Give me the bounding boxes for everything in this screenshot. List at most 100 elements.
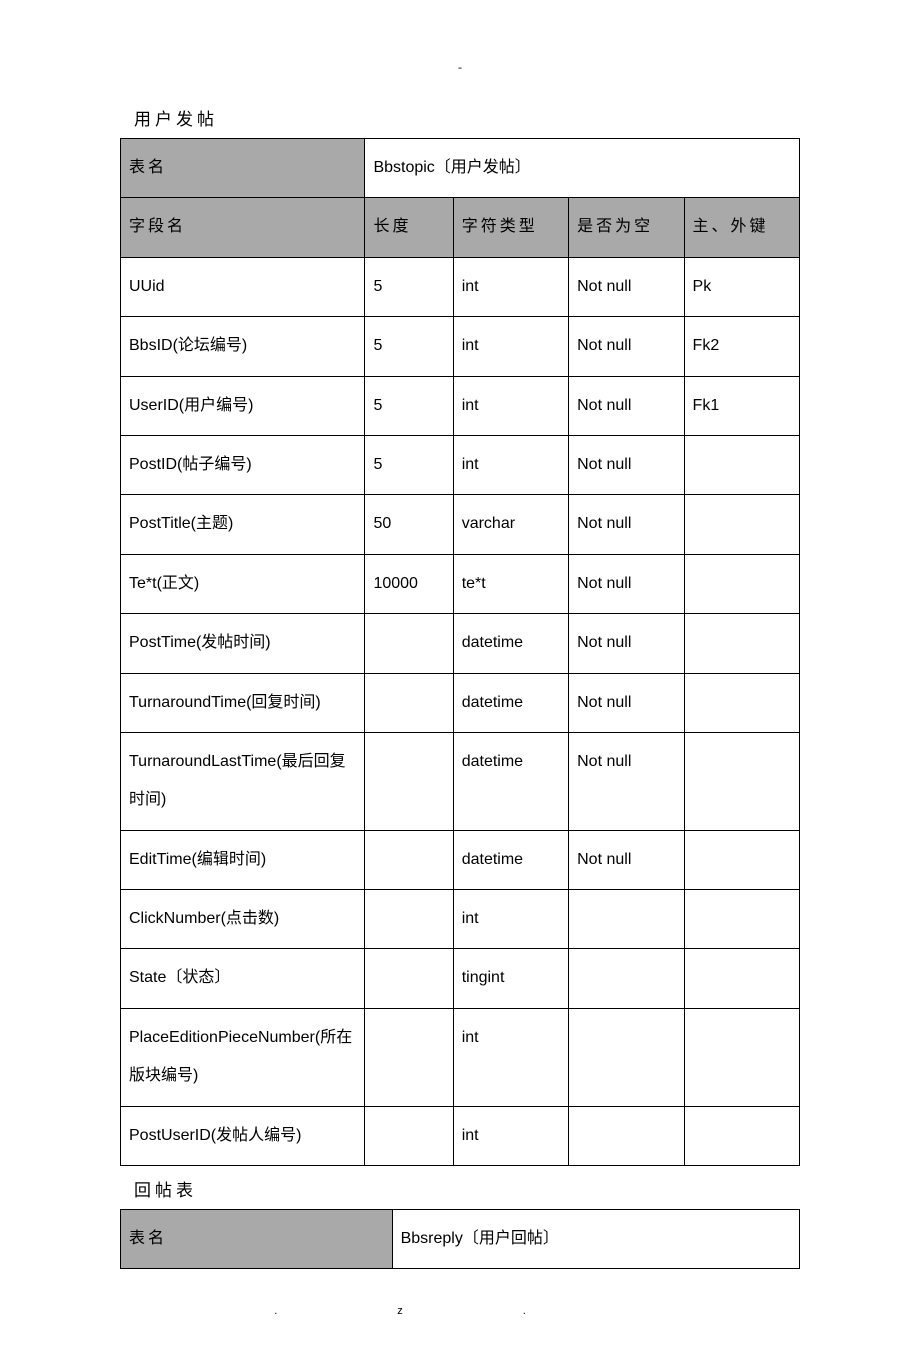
- table-name-value: Bbstopic〔用户发帖〕: [365, 139, 800, 198]
- cell-key: [684, 1106, 799, 1165]
- cell-len: [365, 1008, 453, 1106]
- table-row: EditTime(编辑时间) datetimeNot null: [121, 830, 800, 889]
- cell-key: [684, 890, 799, 949]
- cell-null: Not null: [569, 673, 684, 732]
- cell-key: [684, 554, 799, 613]
- table-name-label: 表名: [121, 139, 365, 198]
- cell-len: [365, 732, 453, 830]
- cell-key: [684, 1008, 799, 1106]
- cell-key: [684, 673, 799, 732]
- table-row: State〔状态〕tingint: [121, 949, 800, 1008]
- cell-type: int: [453, 317, 568, 376]
- cell-len: 10000: [365, 554, 453, 613]
- cell-type: int: [453, 376, 568, 435]
- cell-field: UserID(用户编号): [121, 376, 365, 435]
- top-dash: -: [120, 60, 800, 75]
- table-row: UserID(用户编号)5intNot nullFk1: [121, 376, 800, 435]
- cell-type: int: [453, 1008, 568, 1106]
- table-row: Te*t(正文)10000te*tNot null: [121, 554, 800, 613]
- cell-null: [569, 1106, 684, 1165]
- cell-type: te*t: [453, 554, 568, 613]
- hdr-len: 长度: [365, 198, 453, 257]
- cell-field: EditTime(编辑时间): [121, 830, 365, 889]
- cell-key: [684, 732, 799, 830]
- page-footer: .z.: [120, 1305, 800, 1317]
- cell-len: [365, 1106, 453, 1165]
- cell-field: TurnaroundTime(回复时间): [121, 673, 365, 732]
- cell-key: [684, 495, 799, 554]
- cell-null: Not null: [569, 732, 684, 830]
- table-row: PostTime(发帖时间)datetimeNot null: [121, 614, 800, 673]
- cell-field: PostID(帖子编号): [121, 435, 365, 494]
- cell-field: PostUserID(发帖人编号): [121, 1106, 365, 1165]
- cell-null: [569, 949, 684, 1008]
- cell-null: [569, 1008, 684, 1106]
- cell-len: [365, 890, 453, 949]
- cell-key: [684, 614, 799, 673]
- hdr-field: 字段名: [121, 198, 365, 257]
- table-row: TurnaroundTime(回复时间) datetimeNot null: [121, 673, 800, 732]
- hdr-key: 主、外键: [684, 198, 799, 257]
- cell-field: PlaceEditionPieceNumber(所在版块编号): [121, 1008, 365, 1106]
- cell-len: [365, 614, 453, 673]
- cell-key: Fk1: [684, 376, 799, 435]
- cell-len: [365, 949, 453, 1008]
- table-row: PlaceEditionPieceNumber(所在版块编号) int: [121, 1008, 800, 1106]
- table-row: PostTitle(主题)50varcharNot null: [121, 495, 800, 554]
- cell-null: [569, 890, 684, 949]
- table-row: PostUserID(发帖人编号) int: [121, 1106, 800, 1165]
- table-name-row: 表名 Bbsreply〔用户回帖〕: [121, 1210, 800, 1269]
- cell-null: Not null: [569, 614, 684, 673]
- table-row: PostID(帖子编号)5intNot null: [121, 435, 800, 494]
- cell-len: 50: [365, 495, 453, 554]
- table-name-label: 表名: [121, 1210, 393, 1269]
- cell-null: Not null: [569, 830, 684, 889]
- cell-null: Not null: [569, 435, 684, 494]
- cell-key: [684, 435, 799, 494]
- cell-null: Not null: [569, 495, 684, 554]
- cell-type: datetime: [453, 673, 568, 732]
- cell-field: UUid: [121, 257, 365, 316]
- cell-type: datetime: [453, 732, 568, 830]
- cell-null: Not null: [569, 376, 684, 435]
- cell-len: [365, 673, 453, 732]
- cell-len: 5: [365, 257, 453, 316]
- table-bbsreply: 表名 Bbsreply〔用户回帖〕: [120, 1209, 800, 1269]
- cell-null: Not null: [569, 317, 684, 376]
- cell-type: int: [453, 1106, 568, 1165]
- cell-field: PostTitle(主题): [121, 495, 365, 554]
- cell-field: ClickNumber(点击数): [121, 890, 365, 949]
- cell-field: State〔状态〕: [121, 949, 365, 1008]
- cell-len: 5: [365, 376, 453, 435]
- table-bbstopic: 表名 Bbstopic〔用户发帖〕 字段名 长度 字符类型 是否为空 主、外键 …: [120, 138, 800, 1166]
- table-name-value: Bbsreply〔用户回帖〕: [392, 1210, 799, 1269]
- hdr-type: 字符类型: [453, 198, 568, 257]
- cell-len: [365, 830, 453, 889]
- cell-len: 5: [365, 435, 453, 494]
- cell-len: 5: [365, 317, 453, 376]
- cell-type: varchar: [453, 495, 568, 554]
- cell-field: BbsID(论坛编号): [121, 317, 365, 376]
- table-header-row: 字段名 长度 字符类型 是否为空 主、外键: [121, 198, 800, 257]
- cell-type: datetime: [453, 830, 568, 889]
- table-row: TurnaroundLastTime(最后回复时间) datetimeNot nu…: [121, 732, 800, 830]
- table-row: ClickNumber(点击数) int: [121, 890, 800, 949]
- cell-type: int: [453, 890, 568, 949]
- cell-key: [684, 830, 799, 889]
- cell-field: TurnaroundLastTime(最后回复时间): [121, 732, 365, 830]
- section1-title: 用户发帖: [134, 105, 800, 130]
- cell-key: [684, 949, 799, 1008]
- cell-key: Pk: [684, 257, 799, 316]
- cell-type: int: [453, 257, 568, 316]
- hdr-null: 是否为空: [569, 198, 684, 257]
- cell-null: Not null: [569, 554, 684, 613]
- table-name-row: 表名 Bbstopic〔用户发帖〕: [121, 139, 800, 198]
- cell-type: int: [453, 435, 568, 494]
- table-row: UUid5intNot nullPk: [121, 257, 800, 316]
- cell-field: PostTime(发帖时间): [121, 614, 365, 673]
- section2-title: 回帖表: [134, 1176, 800, 1201]
- cell-key: Fk2: [684, 317, 799, 376]
- table-row: BbsID(论坛编号)5intNot nullFk2: [121, 317, 800, 376]
- cell-field: Te*t(正文): [121, 554, 365, 613]
- cell-null: Not null: [569, 257, 684, 316]
